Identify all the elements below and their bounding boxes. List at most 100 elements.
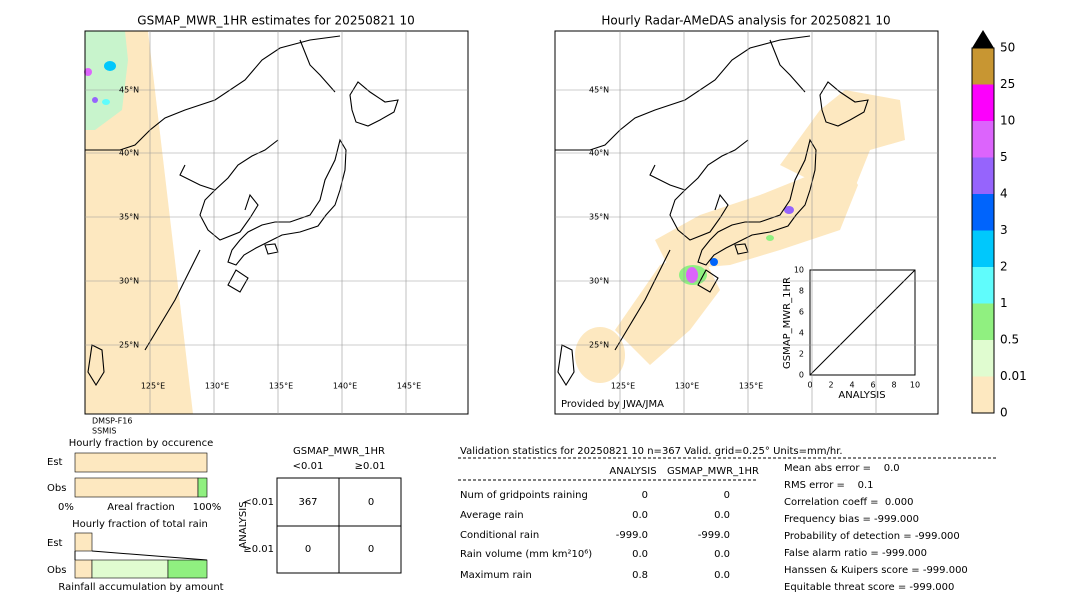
- obs-total-bar: [74, 559, 93, 579]
- colorbar-label: 0: [1000, 406, 1008, 420]
- lat-label: 30°N: [589, 277, 609, 286]
- lon-label: 130°E: [205, 382, 229, 391]
- map-title: Hourly Radar-AMeDAS analysis for 2025082…: [601, 14, 890, 28]
- x-tick-label: 10: [910, 381, 920, 390]
- score: RMS error = 0.1: [784, 480, 874, 491]
- map-title: GSMAP_MWR_1HR estimates for 20250821 10: [137, 14, 414, 28]
- column-label: ≥0.01: [355, 461, 386, 472]
- sensor-note: SSMIS: [92, 427, 117, 436]
- row-axis-label: ANALYSIS: [238, 501, 249, 548]
- rain-cell: [104, 61, 116, 71]
- lon-label: 125°E: [611, 382, 635, 391]
- column-label: ANALYSIS: [609, 466, 656, 477]
- stat-label: Conditional rain: [460, 530, 539, 541]
- row-label: Est: [47, 457, 63, 468]
- lat-label: 35°N: [119, 213, 139, 222]
- row-label: Obs: [47, 565, 66, 576]
- sensor-note: DMSP-F16: [92, 417, 132, 426]
- colorbar-label: 1: [1000, 296, 1008, 310]
- x-tick-label: 0: [807, 381, 812, 390]
- x-axis-label: ANALYSIS: [838, 390, 885, 401]
- rain-cell: [686, 267, 698, 283]
- stat-value: 0.0: [714, 549, 730, 560]
- colorbar-frame: [971, 47, 995, 414]
- rain-cell: [710, 258, 718, 266]
- table-title: GSMAP_MWR_1HR: [293, 446, 385, 457]
- row-label: ≥0.01: [243, 544, 274, 555]
- score: Hanssen & Kuipers score = -999.000: [784, 565, 968, 576]
- rain-area: [85, 31, 193, 414]
- colorbar-segment: [972, 376, 994, 413]
- lon-label: 135°E: [739, 382, 763, 391]
- cell: 0: [368, 544, 374, 555]
- stat-value: 0.0: [632, 510, 648, 521]
- colorbar-segment: [972, 48, 994, 85]
- contingency-grid: [276, 477, 402, 574]
- axis-label: 0%: [58, 502, 74, 513]
- obs-occurrence-bar: [74, 477, 199, 498]
- stat-value: 0.0: [714, 570, 730, 581]
- left-map: [84, 30, 469, 415]
- lat-label: 45°N: [589, 86, 609, 95]
- stat-label: Num of gridpoints raining: [460, 490, 588, 501]
- lon-label: 140°E: [333, 382, 357, 391]
- y-tick-label: 0: [799, 371, 804, 380]
- stat-value: -999.0: [698, 530, 730, 541]
- score: False alarm ratio = -999.000: [784, 548, 927, 559]
- column-label: GSMAP_MWR_1HR: [667, 466, 759, 477]
- connector: [74, 550, 208, 561]
- x-tick-label: 8: [891, 381, 896, 390]
- stat-label: Rain volume (mm km²10⁶): [460, 549, 592, 560]
- panel-title: Hourly fraction by occurence: [69, 438, 213, 449]
- colorbar-extend: [972, 30, 994, 48]
- diagonal: [809, 269, 916, 376]
- axis-label: 100%: [193, 502, 222, 513]
- colorbar-segment: [972, 303, 994, 340]
- column-label: <0.01: [293, 461, 324, 472]
- lon-label: 135°E: [269, 382, 293, 391]
- colorbar-label: 3: [1000, 223, 1008, 237]
- score: Correlation coeff = 0.000: [784, 497, 914, 508]
- rain-cell: [92, 97, 98, 103]
- rain-cell: [766, 235, 774, 241]
- colorbar-label: 0.01: [1000, 369, 1027, 383]
- rain-cell: [102, 99, 110, 105]
- stat-value: 0.0: [714, 510, 730, 521]
- colorbar-label: 4: [1000, 187, 1008, 201]
- score: Mean abs error = 0.0: [784, 463, 900, 474]
- rain-areas: [575, 90, 905, 383]
- colorbar-segment: [972, 230, 994, 267]
- validation-header: Validation statistics for 20250821 10 n=…: [460, 446, 843, 457]
- cell: 0: [305, 544, 311, 555]
- panel-footer: Rainfall accumulation by amount: [58, 582, 223, 593]
- rain-cell: [84, 68, 92, 76]
- y-tick-label: 2: [799, 350, 804, 359]
- est-total-bar: [74, 532, 93, 552]
- rain-area: [85, 31, 128, 130]
- rain-cell: [784, 206, 794, 214]
- colorbar-segment: [972, 121, 994, 158]
- stat-label: Average rain: [460, 510, 524, 521]
- stat-value: 0.8: [632, 570, 648, 581]
- lon-label: 130°E: [675, 382, 699, 391]
- y-tick-label: 8: [799, 287, 804, 296]
- stat-label: Maximum rain: [460, 570, 532, 581]
- score: Frequency bias = -999.000: [784, 514, 919, 525]
- stat-value: 0.0: [632, 549, 648, 560]
- map-frame: [554, 30, 939, 415]
- obs-total-bar: [167, 559, 208, 579]
- colorbar-label: 25: [1000, 77, 1015, 91]
- colorbar-label: 5: [1000, 150, 1008, 164]
- colorbar-segment: [972, 340, 994, 377]
- lat-label: 45°N: [119, 86, 139, 95]
- y-axis-label: GSMAP_MWR_1HR: [782, 277, 793, 369]
- lat-label: 40°N: [119, 149, 139, 158]
- score: Equitable threat score = -999.000: [784, 582, 954, 593]
- lat-label: 35°N: [589, 213, 609, 222]
- row-label: Est: [47, 538, 63, 549]
- right-map: [554, 30, 939, 415]
- x-tick-label: 2: [828, 381, 833, 390]
- colorbar-label: 50: [1000, 41, 1015, 55]
- colorbar-segment: [972, 84, 994, 121]
